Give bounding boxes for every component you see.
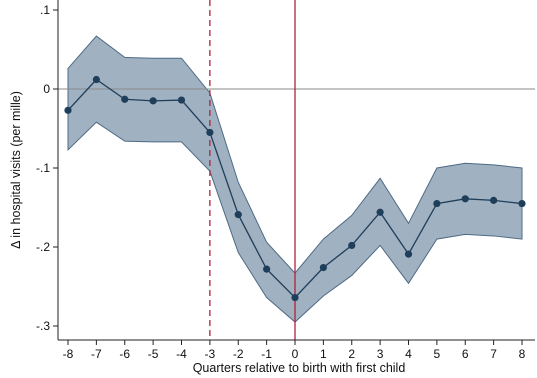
- y-tick-label: -.1: [36, 161, 50, 175]
- x-tick-label: 7: [490, 347, 497, 361]
- x-tick-label: 1: [320, 347, 327, 361]
- data-point: [121, 95, 129, 103]
- data-point: [177, 96, 186, 104]
- data-point: [376, 208, 384, 216]
- data-point: [348, 241, 356, 250]
- y-tick-label: 0: [43, 82, 50, 96]
- x-tick-label: -1: [261, 347, 272, 361]
- data-point: [291, 293, 299, 302]
- data-point: [64, 106, 72, 114]
- data-point: [234, 211, 242, 219]
- x-axis-label: Quarters relative to birth with first ch…: [193, 361, 406, 375]
- data-point: [263, 265, 271, 273]
- y-tick-label: -.2: [36, 240, 50, 254]
- x-tick-label: -7: [91, 347, 102, 361]
- x-tick-label: 2: [348, 347, 355, 361]
- axes-layer: -.3 -.2 -.1 0 .1 -8 -7 -6 -5 -4 -3 -2 -1 0 1 2 3 4 5 6 7 8: [36, 0, 535, 361]
- data-point: [149, 97, 157, 105]
- data-point: [490, 196, 498, 204]
- reference-lines-layer: [58, 0, 535, 340]
- data-point: [206, 128, 214, 137]
- x-tick-label: 8: [519, 347, 526, 361]
- data-point: [319, 263, 327, 272]
- x-tick-label: -3: [205, 347, 216, 361]
- x-tick-label: -2: [233, 347, 244, 361]
- x-tick-label: -6: [119, 347, 130, 361]
- x-tick-label: -5: [148, 347, 159, 361]
- data-point: [433, 199, 441, 208]
- series-layer: [64, 75, 526, 302]
- x-tick-label: 4: [405, 347, 412, 361]
- x-tick-label: -8: [63, 347, 74, 361]
- y-axis-label: Δ in hospital visits (per mille): [9, 91, 23, 249]
- data-point: [92, 75, 100, 84]
- x-tick-label: -4: [176, 347, 187, 361]
- x-tick-label: 3: [377, 347, 384, 361]
- y-tick-label: -.3: [36, 319, 50, 333]
- y-tick-label: .1: [40, 3, 50, 17]
- x-tick-label: 5: [434, 347, 441, 361]
- x-tick-label: 0: [292, 347, 299, 361]
- x-tick-label: 6: [462, 347, 469, 361]
- data-point: [461, 195, 469, 203]
- data-point: [518, 199, 526, 208]
- data-point: [404, 250, 413, 258]
